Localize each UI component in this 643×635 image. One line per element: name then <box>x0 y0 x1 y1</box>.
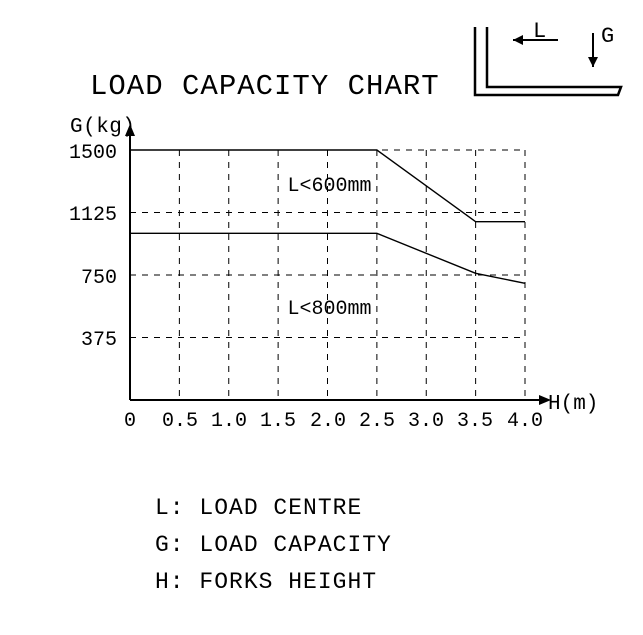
xtick-0.5: 0.5 <box>160 410 200 433</box>
fork-L-label: L <box>533 19 546 44</box>
chart-title: LOAD CAPACITY CHART <box>90 70 440 103</box>
xtick-1.0: 1.0 <box>209 410 249 433</box>
ytick-375: 375 <box>62 329 117 352</box>
xtick-4.0: 4.0 <box>505 410 545 433</box>
xtick-2.0: 2.0 <box>308 410 348 433</box>
fork-G-label: G <box>601 24 614 49</box>
legend: L: LOAD CENTRE G: LOAD CAPACITY H: FORKS… <box>155 490 392 600</box>
series-label-600: L<600mm <box>288 175 372 198</box>
xtick-0: 0 <box>110 410 150 433</box>
ytick-750: 750 <box>62 267 117 290</box>
xtick-2.5: 2.5 <box>357 410 397 433</box>
legend-H: H: FORKS HEIGHT <box>155 564 392 601</box>
legend-G: G: LOAD CAPACITY <box>155 527 392 564</box>
xtick-3.0: 3.0 <box>406 410 446 433</box>
load-capacity-chart: G(kg) H(m) 1500 1125 750 375 0 0.5 1.0 1… <box>50 120 570 460</box>
xtick-3.5: 3.5 <box>455 410 495 433</box>
legend-L: L: LOAD CENTRE <box>155 490 392 527</box>
ytick-1500: 1500 <box>62 142 117 165</box>
ytick-1125: 1125 <box>62 204 117 227</box>
fork-diagram: L G <box>473 25 623 105</box>
series-label-800: L<800mm <box>288 298 372 321</box>
xtick-1.5: 1.5 <box>258 410 298 433</box>
